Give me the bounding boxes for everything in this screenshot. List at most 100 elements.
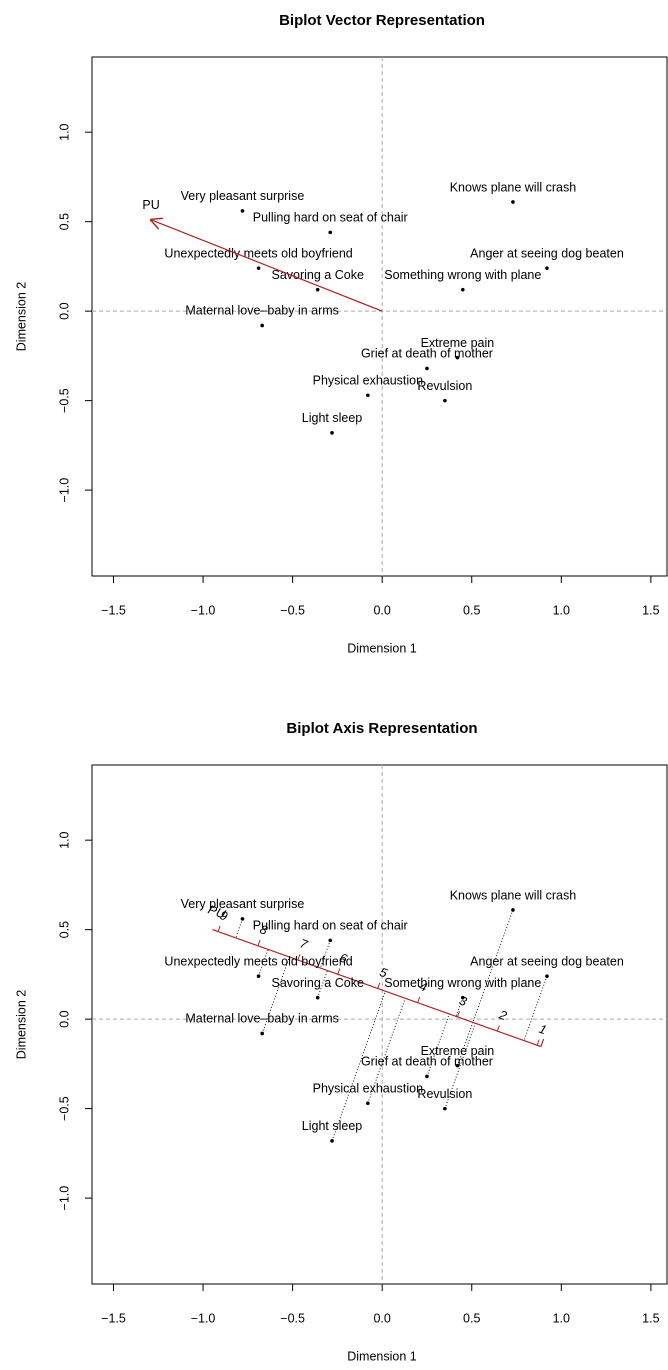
axis-tick-label: 3 [457, 993, 468, 1009]
y-tick-label: 1.0 [57, 831, 71, 848]
y-axis-label: Dimension 2 [14, 282, 28, 352]
point-label: Light sleep [302, 1119, 363, 1133]
point [260, 323, 264, 328]
point [511, 200, 515, 204]
x-tick-label: −1.0 [191, 1311, 216, 1325]
plot-frame [91, 56, 668, 577]
point [460, 995, 465, 1000]
axis-tick-label: 2 [496, 1007, 508, 1023]
vector [151, 220, 383, 312]
chart: Biplot Axis Representation Dimension 1 Dim… [14, 720, 668, 1363]
point [328, 230, 333, 235]
y-tick-label: 0.5 [57, 921, 71, 938]
axis-tick [217, 925, 221, 932]
point [240, 209, 245, 213]
axis-tick-label: 6 [338, 951, 349, 967]
point-label: Savoring a Coke [271, 268, 363, 282]
x-tick-label: −1.0 [191, 603, 216, 617]
point [545, 974, 549, 978]
point [315, 995, 320, 1000]
point-label: Maternal love–baby in arms [185, 1012, 339, 1026]
axis-tick-label: 7 [298, 936, 310, 952]
point-label: Light sleep [302, 411, 363, 425]
x-tick-label: −1.5 [101, 1311, 126, 1325]
axis-tick [337, 968, 341, 975]
y-tick-label: 0.5 [57, 213, 71, 230]
x-tick-label: −1.5 [101, 603, 126, 617]
y-tick-label: −0.5 [57, 388, 71, 413]
point-label: Extreme pain [421, 336, 495, 350]
projection-line [472, 909, 514, 1023]
point-label: Revulsion [417, 379, 472, 393]
axis-tick [417, 996, 421, 1003]
projection-line [235, 918, 243, 939]
x-tick-label: 0.5 [463, 603, 480, 617]
axis-tick [297, 954, 301, 961]
point-label: Unexpectedly meets old boyfriend [164, 954, 352, 968]
point [443, 398, 447, 403]
point-label: Knows plane will crash [450, 888, 576, 902]
x-tick-label: 1.0 [553, 603, 570, 617]
x-tick-label: 1.0 [553, 1311, 570, 1325]
y-tick-label: −1.0 [57, 478, 71, 503]
point-label: Physical exhaustion [313, 374, 424, 388]
point-label: Savoring a Coke [271, 976, 363, 990]
axis-tick-label: 8 [258, 922, 269, 938]
axis-tick [456, 1011, 460, 1018]
chart-title: Biplot Axis Representation [286, 720, 477, 737]
x-tick-label: 0.5 [463, 1311, 480, 1325]
point [328, 938, 333, 943]
point [330, 1139, 334, 1143]
point-label: Very pleasant surprise [181, 189, 305, 203]
point [330, 431, 334, 435]
point [315, 287, 320, 292]
projection-line [455, 997, 464, 1017]
point-label: Anger at seeing dog beaten [470, 246, 624, 260]
point [511, 908, 515, 912]
x-tick-label: 0.0 [373, 603, 390, 617]
y-tick-label: −1.0 [57, 1186, 71, 1211]
axis-tick [536, 1039, 540, 1046]
point-label: Maternal love–baby in arms [185, 304, 339, 318]
point [256, 266, 261, 270]
point [455, 355, 460, 360]
point [240, 917, 245, 921]
projection-line [331, 991, 386, 1141]
point [425, 366, 429, 371]
point [425, 1074, 429, 1079]
projection-line [319, 940, 331, 969]
point-label: Revulsion [417, 1087, 472, 1101]
vector-label: PU [142, 198, 159, 212]
axis-tick-label: 5 [378, 965, 389, 981]
point-label: Extreme pain [421, 1044, 495, 1058]
axis-tick [496, 1025, 500, 1032]
axis-label: PU [206, 902, 228, 921]
x-tick-label: 1.5 [642, 1311, 659, 1325]
point [256, 974, 261, 978]
point [443, 1106, 447, 1111]
point-label: Grief at death of mother [361, 1055, 493, 1069]
point [545, 266, 549, 270]
calibrated-axis [212, 929, 542, 1048]
x-axis-label: Dimension 1 [347, 641, 417, 655]
point [455, 1063, 460, 1068]
x-tick-label: 0.0 [373, 1311, 390, 1325]
axis-tick-label: 9 [218, 908, 229, 924]
point-label: Pulling hard on seat of chair [253, 919, 408, 933]
y-tick-label: 0.0 [57, 302, 71, 319]
point-label: Anger at seeing dog beaten [470, 954, 624, 968]
x-tick-label: −0.5 [280, 1311, 305, 1325]
axis-tick-label: 4 [418, 979, 429, 995]
point [366, 1101, 370, 1106]
y-tick-label: 1.0 [57, 123, 71, 140]
x-tick-label: 1.5 [642, 603, 659, 617]
projection-line [426, 1013, 450, 1077]
point-label: Grief at death of mother [361, 347, 493, 361]
projection-line [444, 1023, 476, 1109]
projection-line [367, 998, 406, 1104]
x-tick-label: −0.5 [280, 603, 305, 617]
point-label: Unexpectedly meets old boyfriend [164, 246, 352, 260]
axis-tick-label: 1 [537, 1022, 548, 1038]
chart-title: Biplot Vector Representation [279, 12, 485, 29]
